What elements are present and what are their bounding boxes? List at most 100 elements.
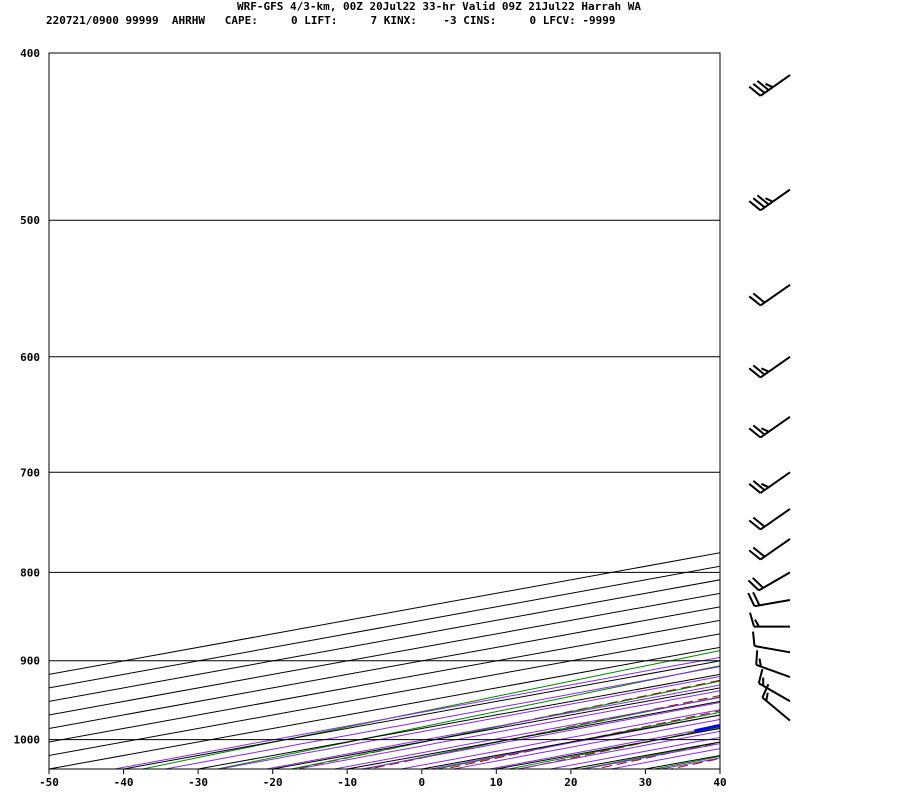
barb-feather — [752, 197, 766, 209]
isotherm — [123, 660, 720, 769]
mixing-ratio-line — [216, 675, 720, 769]
wind-barb — [757, 668, 791, 703]
y-tick-label: 700 — [20, 466, 40, 479]
barb-staff — [759, 415, 791, 439]
wind-barb — [748, 188, 791, 212]
x-tick-label: 40 — [713, 776, 726, 789]
x-tick-label: 20 — [564, 776, 577, 789]
isotherm — [719, 768, 720, 769]
isotherm — [49, 619, 720, 743]
moist-adiabat — [506, 727, 720, 769]
wind-barb — [749, 612, 790, 628]
mixing-ratio-line — [398, 709, 720, 769]
wind-barb — [748, 355, 791, 379]
mixing-ratio-line — [263, 684, 720, 769]
wind-barb — [748, 471, 791, 494]
barb-feather — [765, 692, 769, 701]
mixing-ratio-line — [487, 725, 720, 769]
barb-staff — [755, 663, 791, 679]
chart-title: WRF-GFS 4/3-km, 00Z 20Jul22 33-hr Valid … — [237, 0, 641, 13]
barb-feather — [760, 482, 770, 489]
dry-adiabat — [668, 757, 720, 769]
sounding-profiles — [694, 75, 900, 733]
wind-barb — [748, 283, 791, 307]
mixing-ratio-line — [658, 757, 720, 769]
barb-feather — [756, 194, 770, 206]
barb-feather — [757, 668, 764, 684]
isotherm — [198, 673, 720, 769]
barb-feather — [754, 619, 760, 628]
barb-feather — [752, 424, 766, 436]
moist-adiabat — [214, 665, 720, 769]
mixing-ratio-line — [331, 696, 720, 769]
temperature-line — [794, 75, 900, 728]
barb-feather — [748, 549, 762, 561]
barb-feather — [747, 579, 760, 592]
mixing-ratio-line — [547, 736, 720, 769]
x-tick-label: 0 — [418, 776, 425, 789]
dry-adiabat — [756, 15, 900, 784]
barb-feather — [747, 592, 756, 607]
barb-feather — [761, 683, 770, 698]
sounding-indices: 220721/0900 99999 AHRHW CAPE: 0 LIFT: 7 … — [46, 14, 616, 27]
barb-feather — [748, 519, 762, 531]
y-tick-label: 800 — [20, 566, 40, 579]
dry-adiabat — [832, 15, 900, 784]
barb-feather — [752, 631, 756, 647]
isotherm — [49, 552, 720, 675]
barb-feather — [748, 367, 762, 379]
barb-staff — [758, 682, 791, 703]
barb-feather — [748, 295, 762, 307]
barb-feather — [760, 367, 770, 373]
dry-adiabat — [291, 679, 720, 769]
barb-staff — [759, 283, 791, 307]
barb-feather — [752, 83, 766, 94]
isotherm — [347, 700, 720, 769]
barb-staff — [761, 696, 791, 722]
barb-feather — [749, 612, 755, 627]
axis-ticks: 400 500 600 700 800 900 1000 -50 -40 -30 -20 -10 0 10… — [14, 47, 727, 789]
barb-staff — [759, 188, 791, 212]
y-tick-label: 500 — [20, 214, 40, 227]
barb-feather — [752, 546, 766, 558]
y-tick-label: 900 — [20, 655, 40, 668]
barb-staff — [754, 645, 791, 654]
wind-barb — [752, 631, 791, 654]
moist-adiabat — [140, 650, 720, 769]
barb-feather — [755, 650, 759, 665]
barb-feather — [765, 197, 774, 203]
isotherm — [49, 606, 720, 729]
background-lines — [49, 15, 900, 784]
mixing-ratio-line — [111, 656, 720, 769]
barb-staff — [759, 508, 791, 531]
barb-staff — [759, 471, 791, 494]
y-tick-label: 1000 — [14, 734, 41, 747]
mixing-ratio-line — [581, 743, 720, 769]
barb-feather — [758, 658, 762, 667]
barb-staff — [759, 74, 791, 97]
y-tick-label: 600 — [20, 351, 40, 364]
dry-adiabat — [517, 726, 720, 769]
isotherm — [570, 741, 720, 769]
mixing-ratio-line — [162, 666, 720, 769]
wind-barb — [761, 683, 791, 722]
moist-adiabat — [578, 741, 720, 769]
wind-barb — [747, 571, 791, 592]
wind-barb — [748, 538, 791, 561]
wind-barb — [748, 415, 791, 439]
barb-feather — [748, 200, 762, 212]
moist-adiabat — [361, 696, 720, 769]
mixing-ratio-line — [427, 714, 720, 769]
isotherm — [49, 633, 720, 756]
isotherm — [645, 754, 720, 769]
barb-feather — [760, 427, 770, 433]
mixing-ratio-line — [294, 690, 720, 769]
barb-feather — [752, 591, 761, 606]
mixing-ratio-line — [608, 748, 720, 769]
dewpoint-line — [694, 724, 720, 733]
dry-adiabat — [366, 694, 720, 769]
plot-frame — [48, 52, 721, 770]
barb-feather — [748, 85, 762, 97]
moist-adiabat — [288, 680, 720, 769]
